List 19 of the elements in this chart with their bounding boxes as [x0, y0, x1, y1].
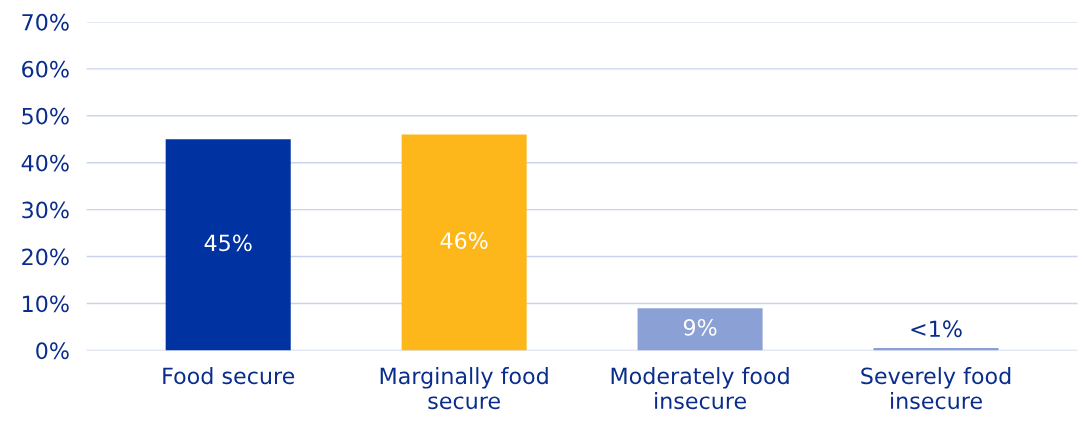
bar [165, 139, 291, 351]
data-label: 46% [440, 232, 488, 249]
x-tick-label: Severely food insecure [861, 367, 1011, 410]
y-tick-label: 40% [21, 154, 69, 172]
x-tick-label: Moderately food insecure [611, 367, 789, 410]
data-label: 9% [683, 318, 717, 336]
y-tick-label: 0% [36, 342, 69, 360]
y-tick-label: 30% [22, 201, 69, 219]
bar [401, 134, 527, 351]
y-tick-label: 50% [22, 107, 69, 125]
data-label: 45% [204, 234, 252, 252]
x-tick-label: Marginally food secure [380, 367, 548, 410]
x-tick-label: Food secure [163, 367, 295, 385]
bar [637, 308, 763, 351]
y-tick-label: 70% [22, 13, 69, 31]
y-tick-label: 10% [23, 295, 69, 313]
data-label: <1% [911, 320, 962, 338]
y-tick-label: 60% [22, 60, 69, 78]
y-tick-label: 20% [22, 248, 69, 266]
